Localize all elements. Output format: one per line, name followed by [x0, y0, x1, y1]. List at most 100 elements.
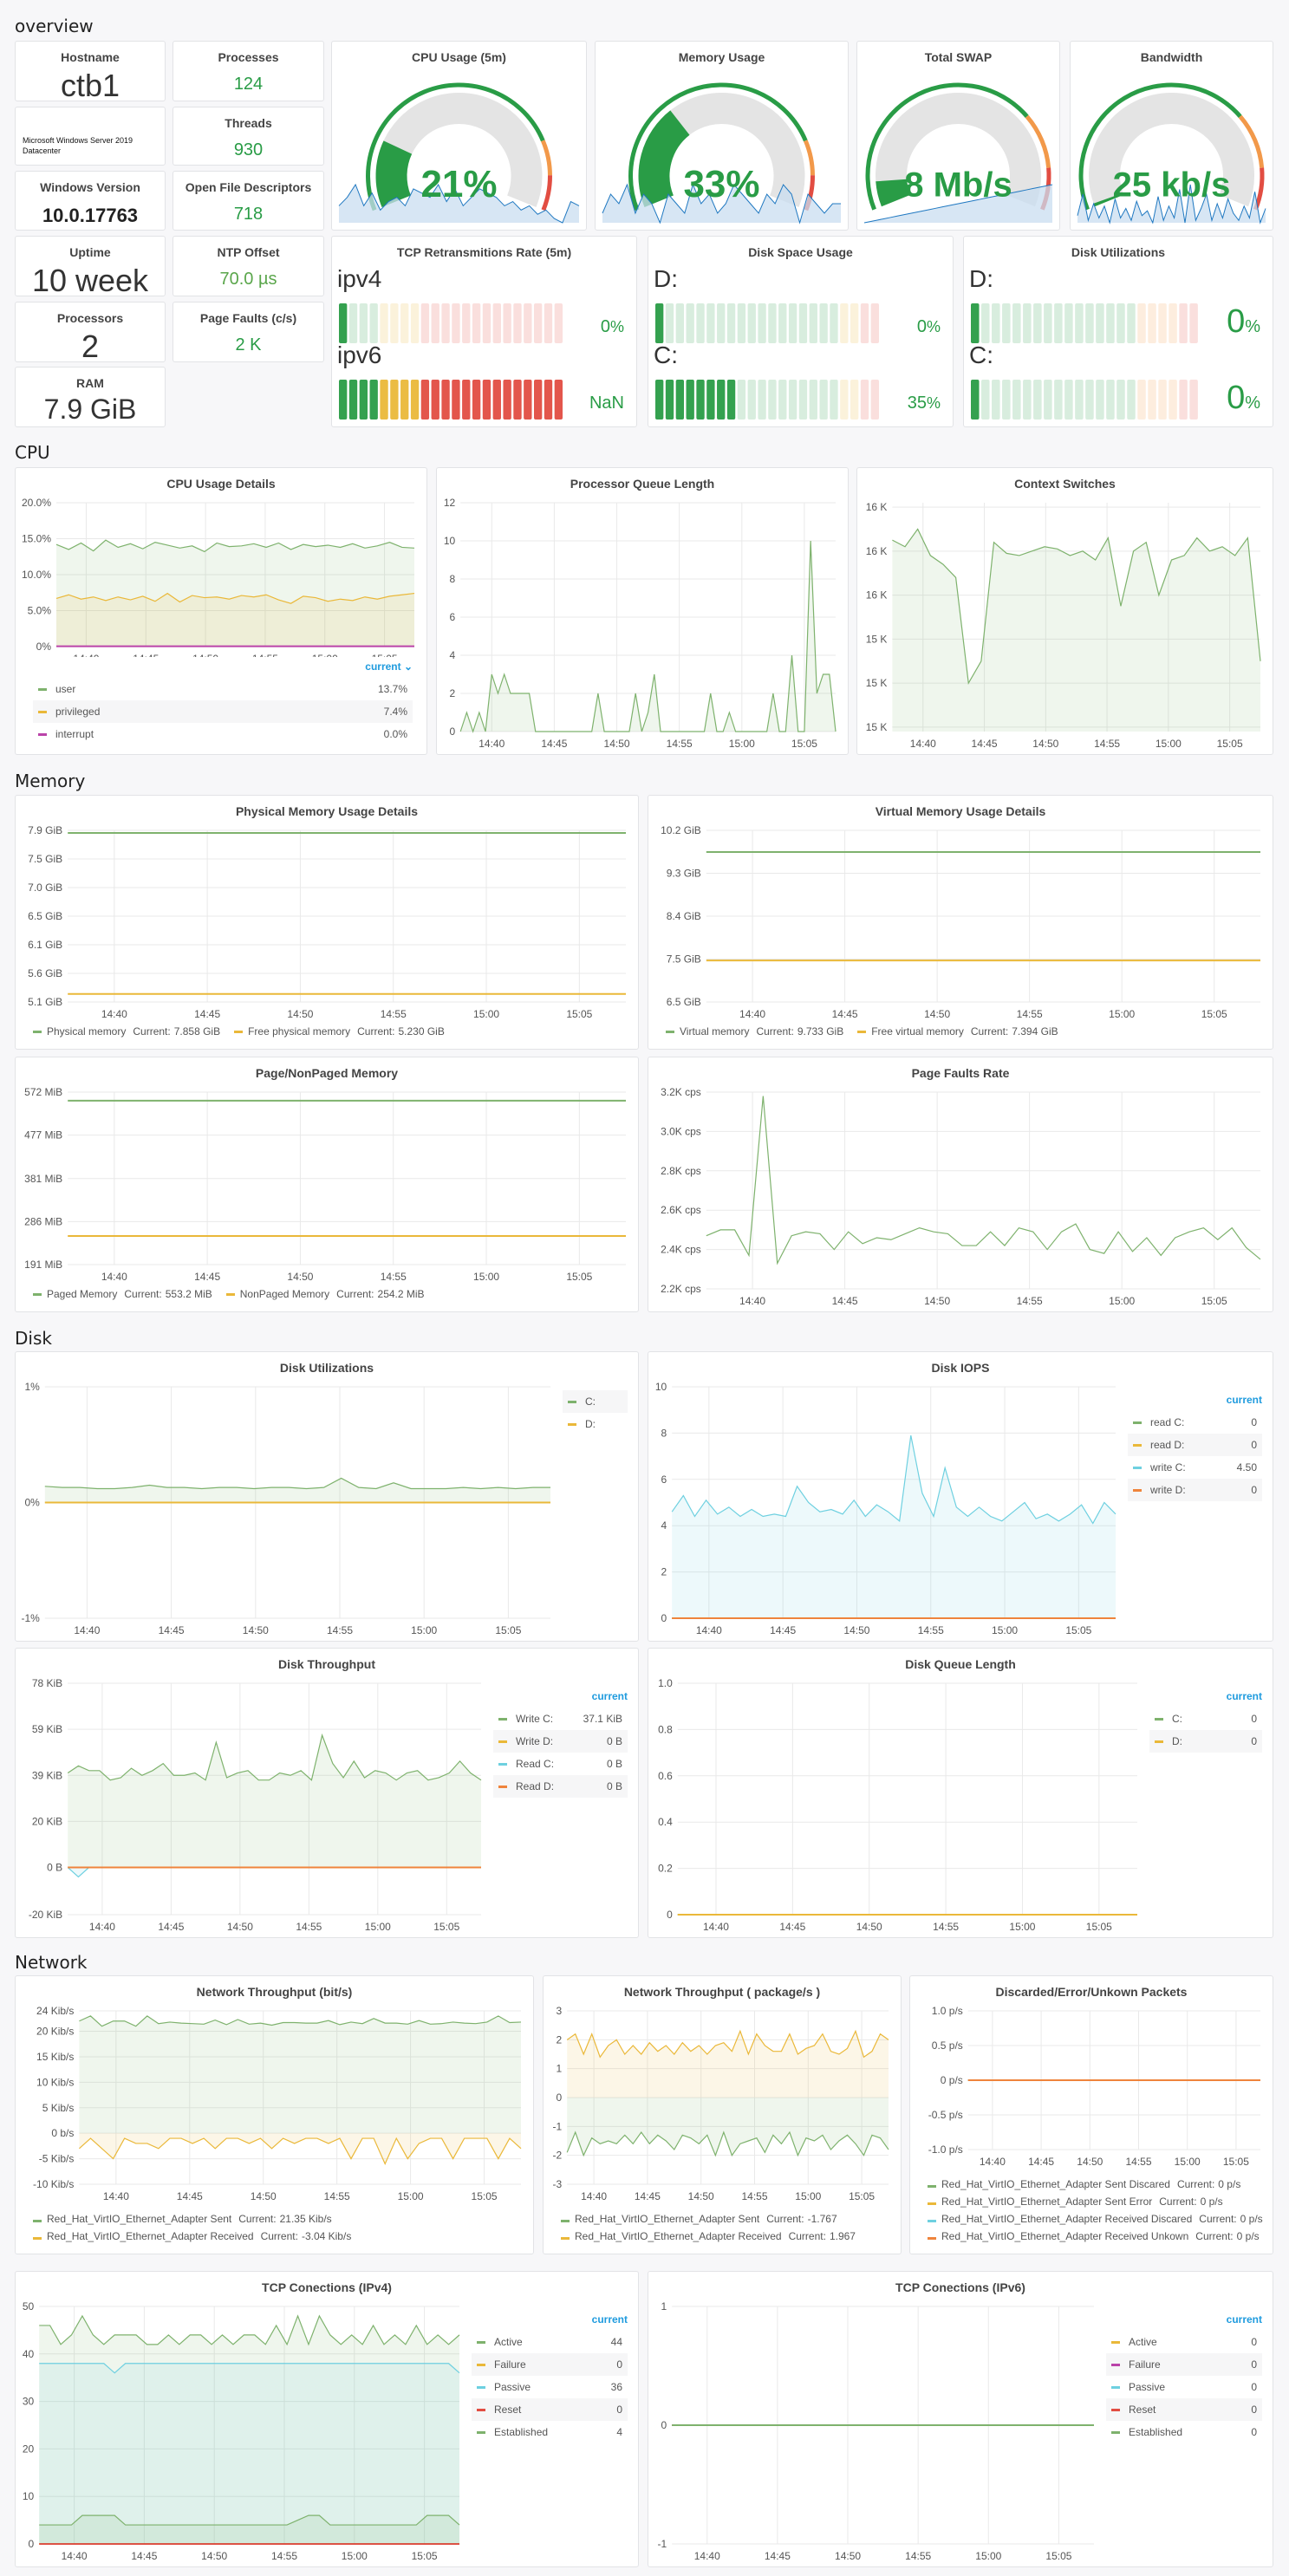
legend-item[interactable]: Red_Hat_VirtIO_Ethernet_Adapter Received… [33, 2228, 505, 2245]
legend-swatch [857, 1030, 867, 1033]
bargauge-cell [717, 303, 726, 343]
legend-item[interactable]: Physical memory Current: 7.858 GiB [33, 1023, 220, 1040]
legend-item[interactable]: Red_Hat_VirtIO_Ethernet_Adapter Sent Curr… [33, 2210, 505, 2228]
legend-item[interactable]: C: [563, 1390, 628, 1413]
legend-swatch [477, 2385, 485, 2389]
legend-header[interactable]: current [591, 1690, 628, 1702]
legend-header[interactable]: current [591, 2313, 628, 2326]
panel-title[interactable]: Uptime [69, 245, 111, 259]
legend-item[interactable]: C: 0 [1149, 1708, 1262, 1730]
panel-title[interactable]: Bandwidth [1140, 50, 1203, 64]
legend-item[interactable]: Passive 0 [1106, 2376, 1262, 2398]
legend-item[interactable]: Red_Hat_VirtIO_Ethernet_Adapter Received… [561, 2228, 873, 2245]
panel-title[interactable]: Processors [56, 311, 124, 325]
y-tick-label: 9.3 GiB [667, 868, 701, 880]
panel-title[interactable]: Windows Version [40, 180, 140, 194]
bargauge-cell [1012, 303, 1021, 343]
panel-title[interactable]: Page/NonPaged Memory [255, 1066, 399, 1080]
bargauge-cell [870, 380, 880, 420]
legend-item[interactable]: Reset 0 [1106, 2398, 1262, 2421]
panel-title[interactable]: Context Switches [1014, 477, 1116, 491]
stat-value: 124 [233, 75, 264, 94]
legend-item[interactable]: write C: 4.50 [1128, 1456, 1262, 1479]
legend-item[interactable]: interrupt 0.0% [33, 723, 413, 745]
legend-header[interactable]: current [1226, 1394, 1262, 1406]
legend-item[interactable]: user 13.7% [33, 678, 413, 700]
legend-item[interactable]: Red_Hat_VirtIO_Ethernet_Adapter Sent Err… [928, 2193, 1245, 2210]
panel-title[interactable]: NTP Offset [217, 245, 280, 259]
legend-item[interactable]: Write D: 0 B [493, 1730, 628, 1753]
panel-title[interactable]: Threads [225, 116, 272, 130]
panel-title[interactable]: Virtual Memory Usage Details [875, 804, 1046, 818]
panel-title[interactable]: RAM [76, 376, 104, 390]
section-cpu[interactable]: CPU [15, 442, 50, 463]
legend-item[interactable]: Red_Hat_VirtIO_Ethernet_Adapter Sent Curr… [561, 2210, 873, 2228]
y-tick-label: 15.0% [22, 533, 51, 545]
panel-title[interactable]: Processes [218, 50, 279, 64]
legend-item[interactable]: Failure 0 [472, 2353, 628, 2376]
panel-title[interactable]: Network Throughput (bit/s) [196, 1985, 353, 1999]
panel-title[interactable]: Disk Space Usage [748, 245, 853, 259]
legend-item[interactable]: D: [563, 1413, 628, 1435]
legend-item[interactable]: read D: 0 [1128, 1434, 1262, 1456]
legend-item[interactable]: Read C: 0 B [493, 1753, 628, 1775]
legend-item[interactable]: Active 0 [1106, 2331, 1262, 2353]
legend-item[interactable]: Virtual memory Current: 9.733 GiB [666, 1023, 843, 1040]
legend-header[interactable]: current [1226, 2313, 1262, 2326]
panel-title[interactable]: Disk Queue Length [905, 1657, 1016, 1671]
legend-item[interactable]: Free physical memory Current: 5.230 GiB [234, 1023, 445, 1040]
panel-title[interactable]: Page Faults Rate [911, 1066, 1010, 1080]
section-disk[interactable]: Disk [15, 1328, 52, 1349]
legend-item[interactable]: Established 4 [472, 2421, 628, 2443]
stat-ntp-offset: NTP Offset 70.0 µs [173, 236, 324, 296]
panel-title[interactable]: Disk Utilizations [1071, 245, 1166, 259]
legend-item[interactable]: D: 0 [1149, 1730, 1262, 1753]
panel-title[interactable]: Discarded/Error/Unkown Packets [995, 1985, 1188, 1999]
panel-title[interactable]: TCP Conections (IPv6) [895, 2280, 1025, 2294]
panel-title[interactable]: CPU Usage Details [166, 477, 276, 491]
panel-title[interactable]: Page Faults (c/s) [199, 311, 297, 325]
legend-item[interactable]: Write C: 37.1 KiB [493, 1708, 628, 1730]
legend-item[interactable]: Reset 0 [472, 2398, 628, 2421]
section-memory[interactable]: Memory [15, 771, 86, 791]
legend-item[interactable]: Red_Hat_VirtIO_Ethernet_Adapter Sent Dis… [928, 2176, 1245, 2193]
legend-current-value: 0 B [606, 1780, 622, 1792]
legend-current-value: 7.394 GiB [1012, 1025, 1058, 1038]
panel-title[interactable]: TCP Conections (IPv4) [262, 2280, 392, 2294]
legend-item[interactable]: Failure 0 [1106, 2353, 1262, 2376]
panel-title[interactable]: Memory Usage [678, 50, 765, 64]
panel-title[interactable]: Total SWAP [924, 50, 993, 64]
series-line [44, 1477, 550, 1490]
panel-title[interactable]: TCP Retransmitions Rate (5m) [396, 245, 572, 259]
panel-title[interactable]: Processor Queue Length [570, 477, 715, 491]
panel-title[interactable]: Disk IOPS [931, 1361, 990, 1375]
x-tick-label: 14:45 [159, 1624, 185, 1636]
legend-item[interactable]: NonPaged Memory Current: 254.2 MiB [225, 1285, 425, 1303]
section-overview[interactable]: overview [15, 16, 94, 36]
legend-item[interactable]: Red_Hat_VirtIO_Ethernet_Adapter Received… [928, 2210, 1263, 2228]
legend-item[interactable]: Passive 36 [472, 2376, 628, 2398]
legend-item[interactable]: Active 44 [472, 2331, 628, 2353]
legend-item[interactable]: Free virtual memory Current: 7.394 GiB [857, 1023, 1058, 1040]
legend-header[interactable]: current ⌄ [365, 660, 413, 673]
panel-title[interactable]: Disk Utilizations [279, 1361, 374, 1375]
panel-title[interactable]: CPU Usage (5m) [412, 50, 506, 64]
legend-swatch [1111, 2385, 1120, 2389]
legend-item[interactable]: Paged Memory Current: 553.2 MiB [33, 1285, 212, 1303]
legend-header[interactable]: current [1226, 1690, 1262, 1702]
panel-title[interactable]: Hostname [61, 50, 120, 64]
legend-item[interactable]: Read D: 0 B [493, 1775, 628, 1798]
bargauge-cell [462, 380, 471, 420]
panel-title[interactable]: Open File Descriptors [185, 180, 312, 194]
panel-title[interactable]: Network Throughput ( package/s ) [623, 1985, 821, 1999]
legend-item[interactable]: Established 0 [1106, 2421, 1262, 2443]
chart-body: -20 KiB 0 B 20 KiB 39 KiB 59 KiB 78 KiB 14:40 1… [16, 1675, 638, 1937]
section-network[interactable]: Network [15, 1952, 88, 1973]
legend-item[interactable]: Red_Hat_VirtIO_Ethernet_Adapter Received… [928, 2228, 1260, 2245]
legend-item[interactable]: read C: 0 [1128, 1411, 1262, 1434]
legend-item[interactable]: write D: 0 [1128, 1479, 1262, 1501]
panel-title[interactable]: Physical Memory Usage Details [235, 804, 419, 818]
legend-item[interactable]: privileged 7.4% [33, 700, 413, 723]
panel-title[interactable]: Disk Throughput [278, 1657, 375, 1671]
legend-current-value: -3.04 Kib/s [301, 2230, 352, 2242]
